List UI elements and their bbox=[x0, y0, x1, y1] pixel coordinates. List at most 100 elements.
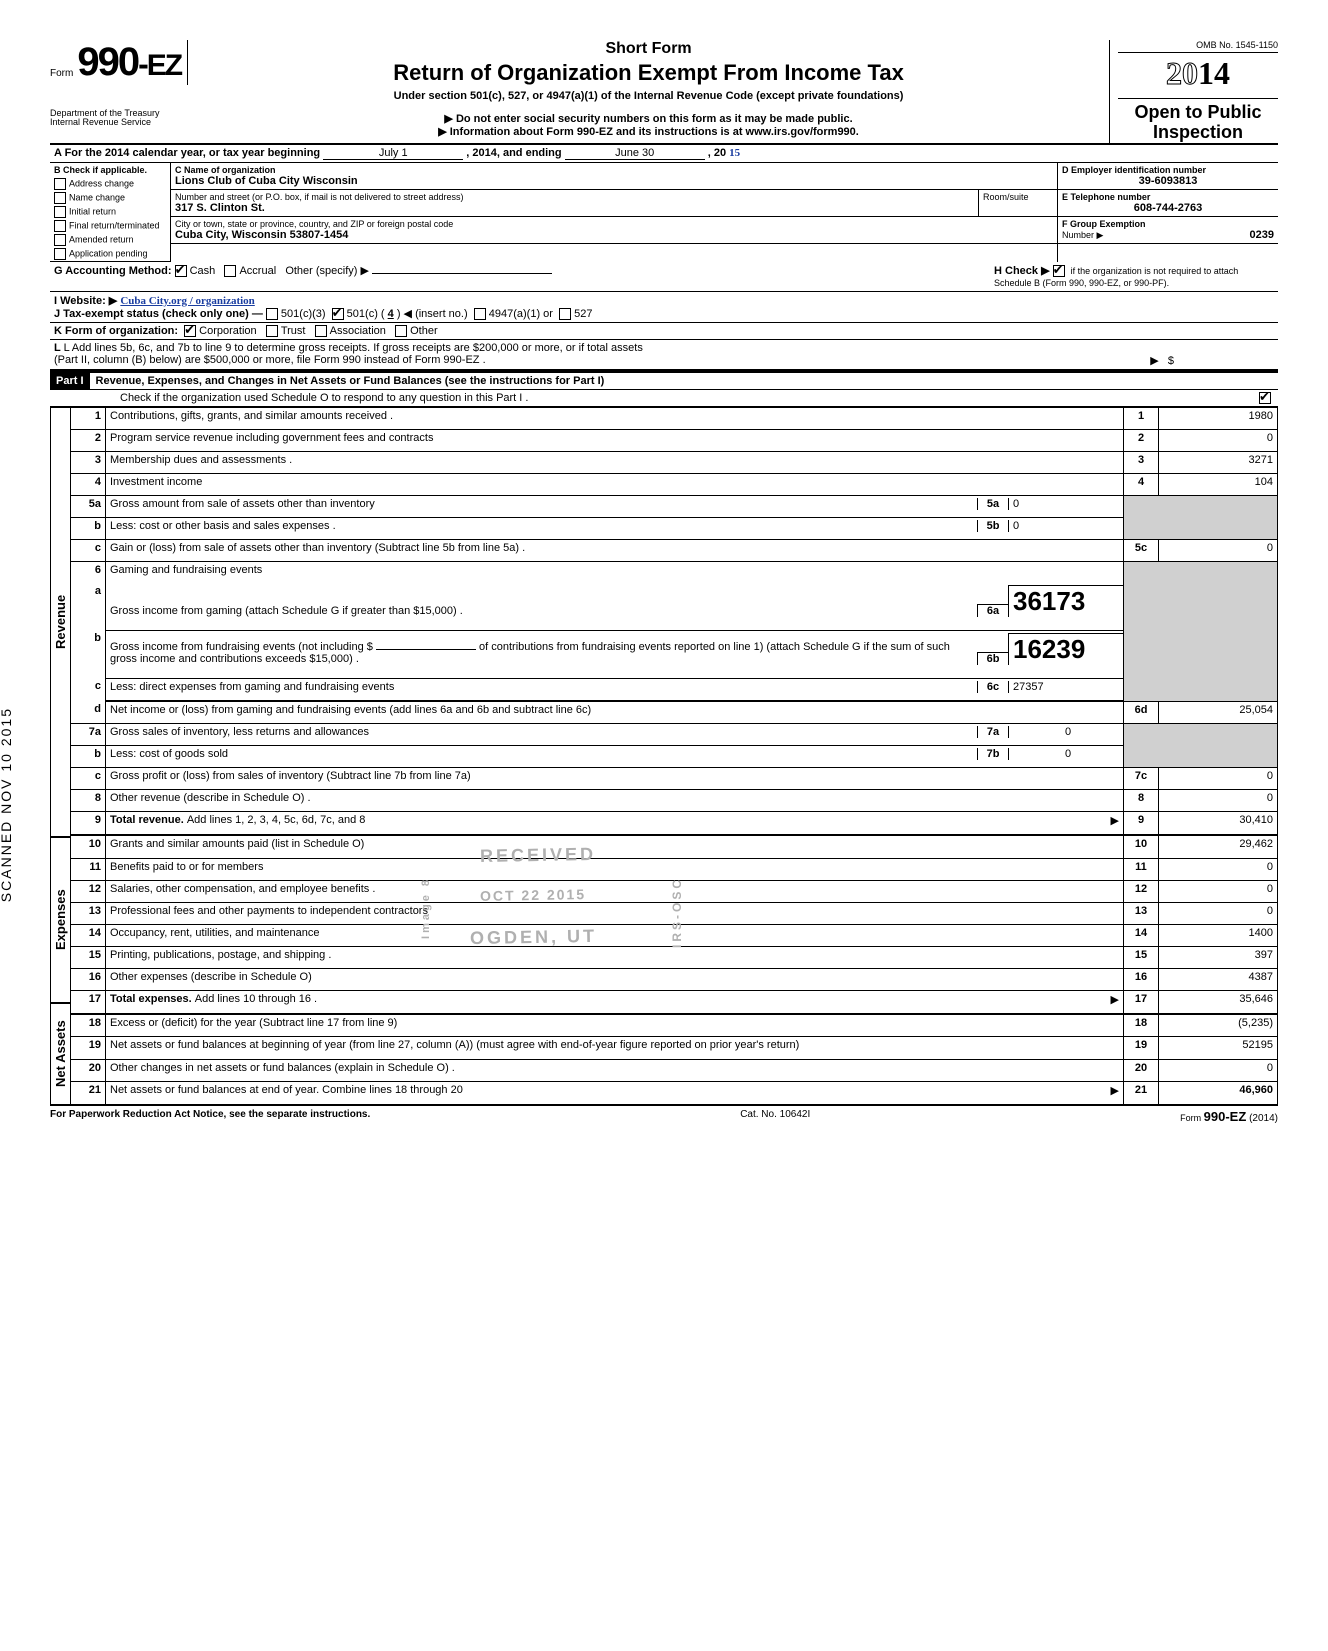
line-3: 3 Membership dues and assessments . 3 32… bbox=[71, 452, 1278, 474]
part1-title: Revenue, Expenses, and Changes in Net As… bbox=[90, 373, 1278, 389]
b-label: B Check if applicable. bbox=[50, 163, 170, 177]
501c-checkbox[interactable] bbox=[332, 308, 344, 320]
irs-osc-stamp: IRS-OSC bbox=[670, 877, 684, 948]
f-label: F Group Exemption bbox=[1062, 219, 1274, 229]
line-5b-value: 0 bbox=[1008, 520, 1123, 532]
form-header: Form 990-EZ Short Form Return of Organiz… bbox=[50, 40, 1278, 145]
line-11-value: 0 bbox=[1159, 858, 1278, 880]
4947-checkbox[interactable] bbox=[474, 308, 486, 320]
part1-header-row: Part I Revenue, Expenses, and Changes in… bbox=[50, 371, 1278, 390]
row-a: A For the 2014 calendar year, or tax yea… bbox=[50, 145, 1278, 163]
527-checkbox[interactable] bbox=[559, 308, 571, 320]
form-prefix: Form bbox=[50, 68, 73, 79]
line-13-value: 0 bbox=[1159, 902, 1278, 924]
l-row: L L Add lines 5b, 6c, and 7b to line 9 t… bbox=[50, 340, 1278, 371]
line-18-value: (5,235) bbox=[1159, 1014, 1278, 1037]
omb-number: OMB No. 1545-1150 bbox=[1118, 40, 1278, 53]
line-14-value: 1400 bbox=[1159, 924, 1278, 946]
corporation-checkbox[interactable] bbox=[184, 325, 196, 337]
tax-year: 2014 bbox=[1118, 53, 1278, 99]
cash-checkbox[interactable] bbox=[175, 265, 187, 277]
revenue-label: Revenue bbox=[50, 407, 71, 837]
line-7b: b Less: cost of goods sold 7b 0 bbox=[71, 745, 1278, 767]
org-name: Lions Club of Cuba City Wisconsin bbox=[175, 175, 1053, 187]
group-exemption: 0239 bbox=[1250, 229, 1274, 241]
ogden-stamp: OGDEN, UT bbox=[470, 926, 597, 949]
line-6c-value: 27357 bbox=[1008, 681, 1123, 693]
part1-table: 1 Contributions, gifts, grants, and simi… bbox=[71, 407, 1278, 1105]
form-number: 990-EZ bbox=[77, 40, 181, 85]
other-org-checkbox[interactable] bbox=[395, 325, 407, 337]
website: Cuba City.org / organization bbox=[120, 295, 254, 307]
501c3-checkbox[interactable] bbox=[266, 308, 278, 320]
501c-number: 4 bbox=[388, 308, 394, 320]
room-suite-label: Room/suite bbox=[978, 190, 1057, 216]
header-center: Short Form Return of Organization Exempt… bbox=[188, 40, 1109, 138]
c-label: C Name of organization bbox=[175, 165, 1053, 175]
open-to-public: Open to Public Inspection bbox=[1118, 99, 1278, 143]
line-2: 2 Program service revenue including gove… bbox=[71, 430, 1278, 452]
d-label: D Employer identification number bbox=[1062, 165, 1274, 175]
accrual-checkbox[interactable] bbox=[224, 265, 236, 277]
association-checkbox[interactable] bbox=[315, 325, 327, 337]
line-8-value: 0 bbox=[1159, 789, 1278, 811]
received-date-stamp: OCT 22 2015 bbox=[480, 886, 586, 904]
line-2-value: 0 bbox=[1159, 430, 1278, 452]
line-10-value: 29,462 bbox=[1159, 835, 1278, 858]
line-12-value: 0 bbox=[1159, 880, 1278, 902]
application-pending-checkbox[interactable] bbox=[54, 248, 66, 260]
final-return-checkbox[interactable] bbox=[54, 220, 66, 232]
line-9: 9 Total revenue. Total revenue. Add line… bbox=[71, 812, 1278, 836]
line-3-value: 3271 bbox=[1159, 452, 1278, 474]
schedule-o-checkbox[interactable] bbox=[1259, 392, 1271, 404]
line-8: 8 Other revenue (describe in Schedule O)… bbox=[71, 789, 1278, 811]
line-19-value: 52195 bbox=[1159, 1037, 1278, 1059]
trust-checkbox[interactable] bbox=[266, 325, 278, 337]
info-link: ▶ Information about Form 990-EZ and its … bbox=[196, 125, 1101, 138]
address-change-checkbox[interactable] bbox=[54, 178, 66, 190]
tax-year-end: June 30 bbox=[565, 147, 705, 160]
schedule-o-row: Check if the organization used Schedule … bbox=[50, 390, 1278, 407]
line-6a: a Gross income from gaming (attach Sched… bbox=[71, 583, 1278, 630]
line-16: 16 Other expenses (describe in Schedule … bbox=[71, 968, 1278, 990]
line-6b: b Gross income from fundraising events (… bbox=[71, 630, 1278, 678]
initial-return-checkbox[interactable] bbox=[54, 206, 66, 218]
line-18: 18 Excess or (deficit) for the year (Sub… bbox=[71, 1014, 1278, 1037]
expenses-label: Expenses bbox=[50, 837, 71, 1003]
name-change-checkbox[interactable] bbox=[54, 192, 66, 204]
line-21-value: 46,960 bbox=[1159, 1081, 1278, 1104]
line-5b: b Less: cost or other basis and sales ex… bbox=[71, 518, 1278, 540]
line-6d-value: 25,054 bbox=[1159, 701, 1278, 723]
gh-row: G Accounting Method: Cash Accrual Other … bbox=[50, 262, 1278, 292]
amended-return-checkbox[interactable] bbox=[54, 234, 66, 246]
line-5a-value: 0 bbox=[1008, 498, 1123, 510]
scanned-stamp: SCANNED NOV 10 2015 bbox=[0, 707, 14, 902]
line-5a: 5a Gross amount from sale of assets othe… bbox=[71, 496, 1278, 518]
ein: 39-6093813 bbox=[1062, 175, 1274, 187]
line-5c: c Gain or (loss) from sale of assets oth… bbox=[71, 540, 1278, 562]
h-checkbox[interactable] bbox=[1053, 265, 1065, 277]
form-subtitle: Under section 501(c), 527, or 4947(a)(1)… bbox=[196, 90, 1101, 102]
line-20-value: 0 bbox=[1159, 1059, 1278, 1081]
line-21: 21 Net assets or fund balances at end of… bbox=[71, 1081, 1278, 1104]
form-number-block: Form 990-EZ bbox=[50, 40, 188, 85]
line-6d: d Net income or (loss) from gaming and f… bbox=[71, 701, 1278, 723]
line-15: 15 Printing, publications, postage, and … bbox=[71, 946, 1278, 968]
line-19: 19 Net assets or fund balances at beginn… bbox=[71, 1037, 1278, 1059]
part1-label: Part I bbox=[50, 373, 90, 389]
netassets-label: Net Assets bbox=[50, 1003, 71, 1105]
line-17-value: 35,646 bbox=[1159, 990, 1278, 1014]
handwritten-year: 15 bbox=[729, 147, 740, 159]
ij-row: I Website: ▶ Cuba City.org / organizatio… bbox=[50, 292, 1278, 323]
line-17: 17 Total expenses. Add lines 10 through … bbox=[71, 990, 1278, 1014]
line-10: 10 Grants and similar amounts paid (list… bbox=[71, 835, 1278, 858]
org-street: 317 S. Clinton St. bbox=[175, 202, 974, 214]
main-table-wrap: Revenue Expenses Net Assets 1 Contributi… bbox=[50, 407, 1278, 1105]
org-city: Cuba City, Wisconsin 53807-1454 bbox=[175, 229, 1053, 241]
line-7b-value: 0 bbox=[1008, 748, 1123, 760]
dept-treasury: Department of the Treasury Internal Reve… bbox=[50, 109, 160, 129]
tax-year-begin: July 1 bbox=[323, 147, 463, 160]
form-title: Return of Organization Exempt From Incom… bbox=[196, 60, 1101, 86]
paperwork-notice: For Paperwork Reduction Act Notice, see … bbox=[50, 1109, 370, 1124]
line-5c-value: 0 bbox=[1159, 540, 1278, 562]
